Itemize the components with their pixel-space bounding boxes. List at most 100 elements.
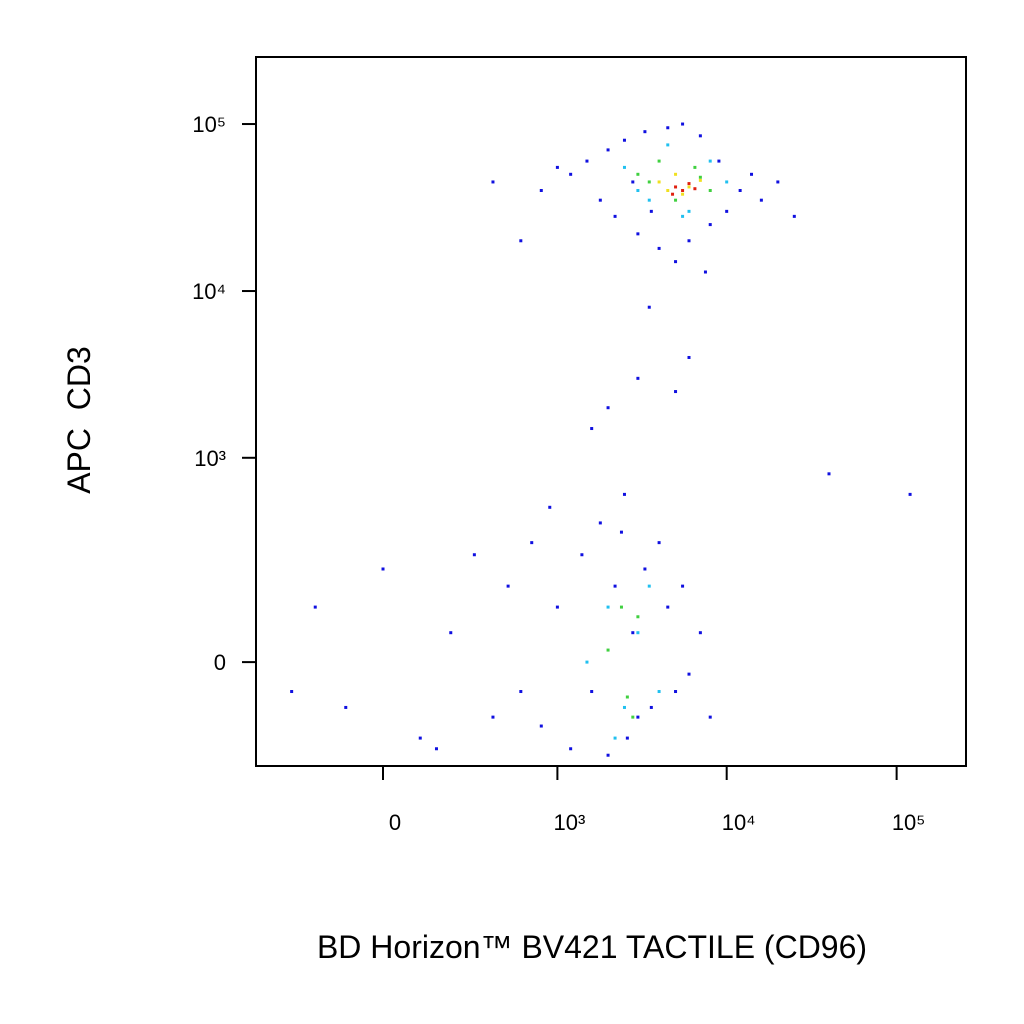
x-tick-label: 10⁴ <box>722 810 756 835</box>
point <box>776 180 780 184</box>
point <box>569 747 573 751</box>
point <box>313 605 317 609</box>
point <box>674 172 678 176</box>
point <box>698 175 702 179</box>
point <box>698 134 702 138</box>
point <box>613 214 617 218</box>
point <box>434 747 438 751</box>
point <box>606 148 610 152</box>
point <box>657 246 661 250</box>
point <box>631 631 635 635</box>
point <box>636 172 640 176</box>
point <box>636 376 640 380</box>
point <box>613 736 617 740</box>
point <box>530 541 534 545</box>
point <box>569 172 573 176</box>
point <box>666 605 670 609</box>
point <box>657 541 661 545</box>
point <box>647 305 651 309</box>
point <box>548 505 552 509</box>
point <box>606 605 610 609</box>
point <box>827 472 831 476</box>
point <box>539 188 543 192</box>
point <box>698 631 702 635</box>
point <box>636 615 640 619</box>
point <box>344 705 348 709</box>
point <box>681 584 685 588</box>
point <box>580 553 584 557</box>
point <box>636 232 640 236</box>
point <box>792 214 796 218</box>
x-tick-label: 10³ <box>553 810 585 835</box>
point <box>717 159 721 163</box>
point <box>681 188 685 192</box>
point <box>671 192 675 196</box>
point <box>666 188 670 192</box>
point <box>708 159 712 163</box>
point <box>674 185 678 189</box>
point <box>687 185 691 189</box>
point <box>590 690 594 694</box>
point <box>590 427 594 431</box>
point <box>693 187 697 191</box>
point <box>449 631 453 635</box>
point <box>687 355 691 359</box>
point <box>622 165 626 169</box>
point <box>631 180 635 184</box>
point <box>647 180 651 184</box>
point <box>708 223 712 227</box>
point <box>674 260 678 264</box>
point <box>643 567 647 571</box>
point <box>687 182 691 186</box>
point <box>636 188 640 192</box>
point <box>619 530 623 534</box>
point <box>687 209 691 213</box>
point <box>598 521 602 525</box>
point <box>519 239 523 243</box>
point <box>631 715 635 719</box>
point <box>681 122 685 126</box>
point <box>598 198 602 202</box>
point <box>381 567 385 571</box>
point <box>539 724 543 728</box>
point <box>666 143 670 147</box>
point <box>647 584 651 588</box>
point <box>636 631 640 635</box>
point <box>681 192 685 196</box>
point <box>606 753 610 757</box>
point <box>622 705 626 709</box>
point <box>693 165 697 169</box>
point <box>555 605 559 609</box>
point <box>585 159 589 163</box>
point <box>290 690 294 694</box>
point <box>681 214 685 218</box>
point <box>606 648 610 652</box>
y-tick-label: 10³ <box>194 446 226 471</box>
point <box>636 715 640 719</box>
point <box>625 695 629 699</box>
x-axis-label: BD Horizon™ BV421 TACTILE (CD96) <box>317 929 867 965</box>
point <box>622 492 626 496</box>
point <box>649 705 653 709</box>
point <box>625 736 629 740</box>
point <box>491 180 495 184</box>
y-axis-label: APC CD3 <box>61 346 97 494</box>
point <box>674 198 678 202</box>
point <box>725 209 729 213</box>
y-tick-label: 0 <box>214 650 226 675</box>
point <box>519 690 523 694</box>
plot-frame <box>255 56 967 767</box>
point <box>619 605 623 609</box>
point <box>643 130 647 134</box>
point <box>687 239 691 243</box>
point <box>555 165 559 169</box>
point <box>687 672 691 676</box>
point <box>622 138 626 142</box>
point <box>708 188 712 192</box>
point <box>585 660 589 664</box>
point <box>750 172 754 176</box>
point <box>725 180 729 184</box>
x-tick-label: 10⁵ <box>892 810 926 835</box>
point <box>708 715 712 719</box>
